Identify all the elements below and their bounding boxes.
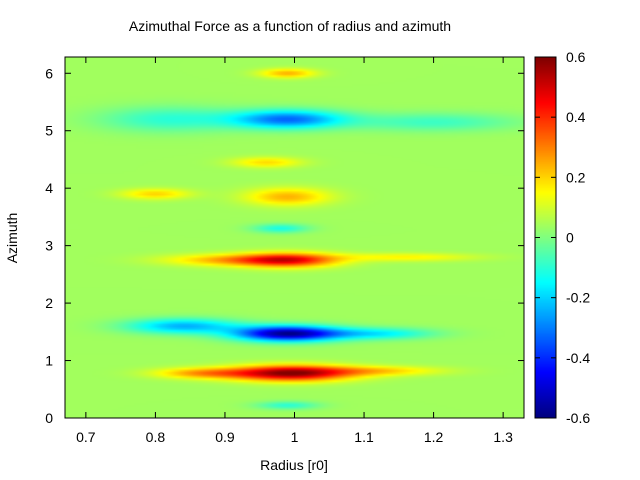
x-axis-label: Radius [r0]	[260, 457, 328, 473]
y-tick-label: 0	[45, 410, 53, 426]
colorbar: -0.6 -0.4 -0.2 0 0.2 0.4 0.6	[534, 49, 590, 426]
x-tick-label: 0.9	[215, 429, 235, 445]
heatmap-image	[65, 57, 524, 418]
colorbar-tick-label: 0.2	[566, 169, 586, 185]
x-axis: 0.7 0.8 0.9 1 1.1 1.2 1.3	[76, 57, 513, 445]
x-tick-label: 1.3	[493, 429, 513, 445]
y-tick-label: 1	[45, 353, 53, 369]
y-tick-label: 2	[45, 295, 53, 311]
x-tick-label: 0.8	[146, 429, 166, 445]
y-tick-label: 3	[45, 238, 53, 254]
colorbar-tick-label: -0.4	[566, 350, 590, 366]
y-tick-label: 5	[45, 123, 53, 139]
y-axis: 0 1 2 3 4 5 6	[45, 65, 524, 426]
y-tick-label: 6	[45, 65, 53, 81]
colorbar-tick-label: 0	[566, 230, 574, 246]
x-tick-label: 0.7	[76, 429, 96, 445]
colorbar-tick-label: 0.4	[566, 109, 586, 125]
chart-title: Azimuthal Force as a function of radius …	[129, 18, 451, 34]
y-tick-label: 4	[45, 180, 53, 196]
x-tick-label: 1.2	[424, 429, 444, 445]
y-axis-label: Azimuth	[4, 213, 20, 264]
heatmap-plot-area	[64, 56, 525, 419]
colorbar-gradient	[535, 57, 556, 418]
colorbar-tick-label: -0.6	[566, 410, 590, 426]
x-tick-label: 1	[291, 429, 299, 445]
colorbar-ticks: -0.6 -0.4 -0.2 0 0.2 0.4 0.6	[535, 49, 590, 426]
x-tick-label: 1.1	[354, 429, 374, 445]
colorbar-tick-label: 0.6	[566, 49, 586, 65]
colorbar-tick-label: -0.2	[566, 290, 590, 306]
